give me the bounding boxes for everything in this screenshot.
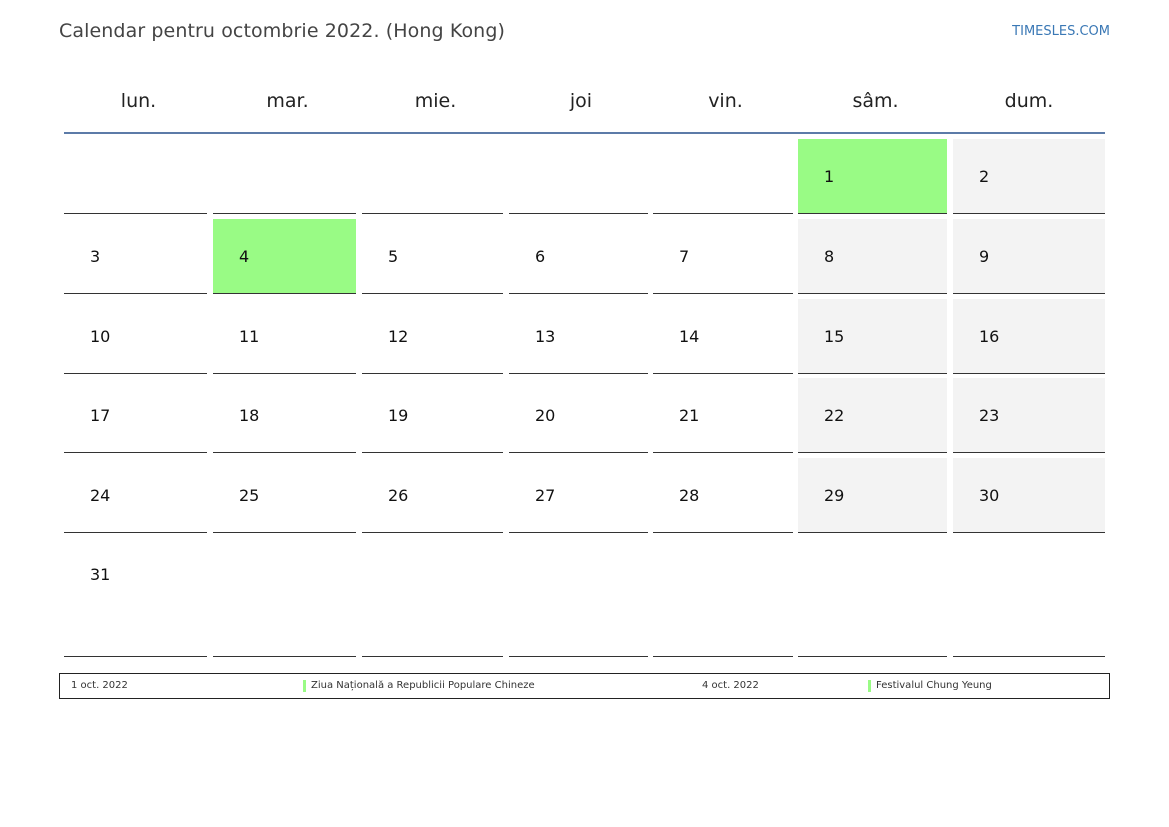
day-cell: 20 xyxy=(509,378,648,453)
empty-day-cell xyxy=(362,537,503,657)
day-cell: 4 xyxy=(213,219,356,294)
legend-color-swatch xyxy=(868,680,871,692)
weekday-header: lun. xyxy=(120,90,157,112)
day-cell: 21 xyxy=(653,378,793,453)
day-cell: 15 xyxy=(798,299,947,374)
day-number: 26 xyxy=(388,486,409,505)
day-number: 16 xyxy=(979,327,1000,346)
day-number: 13 xyxy=(535,327,556,346)
weekday-header: sâm. xyxy=(852,90,899,112)
day-number: 29 xyxy=(824,486,845,505)
day-number: 23 xyxy=(979,406,1000,425)
weekday-header: joi xyxy=(569,90,593,112)
weekday-header: vin. xyxy=(708,90,743,112)
weekday-header: mie. xyxy=(414,90,457,112)
day-number: 31 xyxy=(90,565,111,584)
empty-day-cell xyxy=(798,537,947,657)
day-number: 2 xyxy=(979,167,990,186)
day-cell: 24 xyxy=(64,458,207,533)
day-number: 28 xyxy=(679,486,700,505)
site-link[interactable]: TIMESLES.COM xyxy=(1012,24,1110,39)
day-number: 11 xyxy=(239,327,260,346)
day-cell: 31 xyxy=(64,537,207,657)
day-cell: 18 xyxy=(213,378,356,453)
day-cell: 12 xyxy=(362,299,503,374)
day-number: 8 xyxy=(824,247,835,266)
day-cell: 17 xyxy=(64,378,207,453)
day-cell: 1 xyxy=(798,139,947,214)
day-number: 21 xyxy=(679,406,700,425)
day-cell: 14 xyxy=(653,299,793,374)
empty-day-cell xyxy=(653,537,793,657)
day-number: 1 xyxy=(824,167,835,186)
day-cell: 30 xyxy=(953,458,1105,533)
day-number: 24 xyxy=(90,486,111,505)
day-number: 18 xyxy=(239,406,260,425)
day-number: 7 xyxy=(679,247,690,266)
day-cell: 29 xyxy=(798,458,947,533)
day-cell: 22 xyxy=(798,378,947,453)
day-cell: 19 xyxy=(362,378,503,453)
day-number: 4 xyxy=(239,247,250,266)
legend-date: 1 oct. 2022 xyxy=(71,680,128,691)
empty-day-cell xyxy=(213,139,356,214)
day-cell: 11 xyxy=(213,299,356,374)
day-number: 15 xyxy=(824,327,845,346)
legend-holiday-name: Festivalul Chung Yeung xyxy=(876,680,992,691)
legend-holiday-name: Ziua Națională a Republicii Populare Chi… xyxy=(311,680,535,691)
day-cell: 25 xyxy=(213,458,356,533)
day-cell: 13 xyxy=(509,299,648,374)
day-cell: 3 xyxy=(64,219,207,294)
day-number: 5 xyxy=(388,247,399,266)
empty-day-cell xyxy=(362,139,503,214)
day-cell: 27 xyxy=(509,458,648,533)
day-number: 17 xyxy=(90,406,111,425)
day-cell: 23 xyxy=(953,378,1105,453)
empty-day-cell xyxy=(509,139,648,214)
weekday-header-row: lun. mar. mie. joi vin. sâm. dum. xyxy=(64,70,1105,134)
day-number: 9 xyxy=(979,247,990,266)
day-number: 27 xyxy=(535,486,556,505)
empty-day-cell xyxy=(64,139,207,214)
day-number: 14 xyxy=(679,327,700,346)
day-number: 22 xyxy=(824,406,845,425)
day-cell: 2 xyxy=(953,139,1105,214)
weekday-header: mar. xyxy=(266,90,309,112)
day-number: 6 xyxy=(535,247,546,266)
day-number: 25 xyxy=(239,486,260,505)
empty-day-cell xyxy=(509,537,648,657)
weekday-header: dum. xyxy=(1004,90,1054,112)
day-cell: 26 xyxy=(362,458,503,533)
empty-day-cell xyxy=(213,537,356,657)
day-number: 12 xyxy=(388,327,409,346)
day-cell: 10 xyxy=(64,299,207,374)
page-title: Calendar pentru octombrie 2022. (Hong Ko… xyxy=(59,20,505,42)
day-number: 10 xyxy=(90,327,111,346)
day-cell: 8 xyxy=(798,219,947,294)
empty-day-cell xyxy=(653,139,793,214)
day-cell: 16 xyxy=(953,299,1105,374)
holiday-legend: 1 oct. 2022 Ziua Națională a Republicii P… xyxy=(59,673,1110,699)
day-number: 3 xyxy=(90,247,101,266)
day-cell: 9 xyxy=(953,219,1105,294)
day-number: 20 xyxy=(535,406,556,425)
empty-day-cell xyxy=(953,537,1105,657)
day-cell: 5 xyxy=(362,219,503,294)
day-cell: 6 xyxy=(509,219,648,294)
calendar-grid: lun. mar. mie. joi vin. sâm. dum. 1 2 3 4 5 6 7 8 9 10 1… xyxy=(64,70,1105,657)
day-cell: 28 xyxy=(653,458,793,533)
legend-date: 4 oct. 2022 xyxy=(702,680,759,691)
day-number: 30 xyxy=(979,486,1000,505)
day-number: 19 xyxy=(388,406,409,425)
day-cell: 7 xyxy=(653,219,793,294)
legend-color-swatch xyxy=(303,680,306,692)
